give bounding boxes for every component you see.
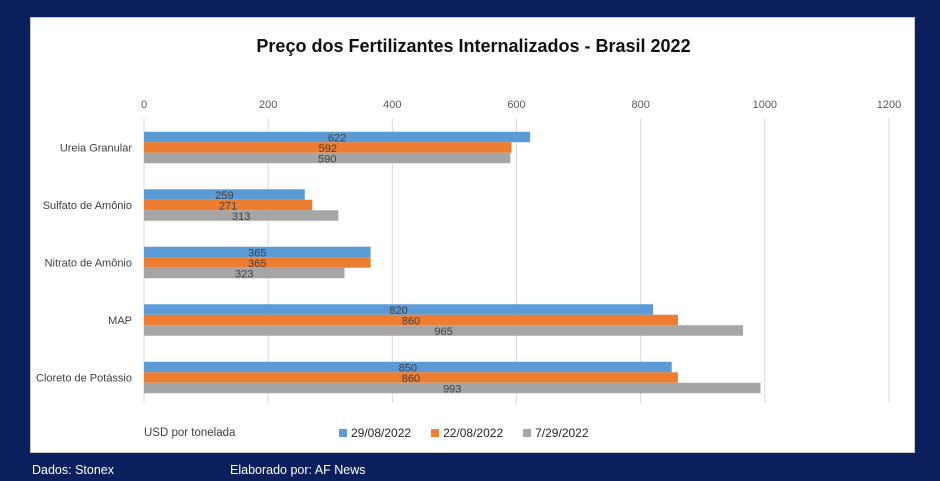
x-tick-label: 600 <box>507 99 525 111</box>
bar <box>144 372 678 383</box>
bar <box>144 199 313 211</box>
data-label: 622 <box>328 132 346 144</box>
x-tick-label: 1000 <box>753 99 777 111</box>
category-label: MAP <box>108 315 132 327</box>
x-tick-label: 0 <box>141 99 147 111</box>
bar-chart: 0 200 400 600 800 1000 1200 Ureia Granular Sulfa… <box>36 99 901 403</box>
legend-item: 22/08/2022 <box>431 426 503 440</box>
data-label: 259 <box>215 190 233 202</box>
bar <box>144 142 512 153</box>
legend-label: 29/08/2022 <box>351 426 412 440</box>
bar <box>144 246 371 258</box>
bar <box>144 189 305 200</box>
data-source-note: Dados: Stonex <box>32 463 114 477</box>
data-label: 860 <box>402 373 420 385</box>
data-label: 850 <box>399 362 417 374</box>
x-tick-label: 200 <box>259 99 277 111</box>
data-label: 993 <box>443 383 461 395</box>
chart-title: Preço dos Fertilizantes Internalizados -… <box>256 36 691 56</box>
data-label: 323 <box>235 268 253 280</box>
bar <box>144 361 672 373</box>
bar <box>144 382 761 394</box>
bar <box>144 314 678 326</box>
category-label: Sulfato de Amônio <box>43 200 132 212</box>
legend-item: 29/08/2022 <box>339 426 411 440</box>
data-label: 365 <box>248 258 266 270</box>
legend-swatch <box>431 429 440 437</box>
data-label: 271 <box>219 200 237 212</box>
category-label: Nitrato de Amônio <box>45 258 132 270</box>
x-tick-label: 800 <box>631 99 649 111</box>
legend-item: 7/29/2022 <box>523 426 589 440</box>
chart-legend: 29/08/2022 22/08/2022 7/29/2022 <box>339 426 589 440</box>
category-label: Ureia Granular <box>60 143 132 155</box>
legend-label: 22/08/2022 <box>443 426 504 440</box>
x-tick-label: 400 <box>383 99 401 111</box>
bar <box>144 257 371 268</box>
data-label: 860 <box>402 315 420 327</box>
data-label: 820 <box>389 305 407 317</box>
data-label: 365 <box>248 247 266 259</box>
legend-swatch <box>339 429 347 437</box>
data-label: 965 <box>434 326 452 338</box>
author-credit: Elaborado por: AF News <box>230 463 366 477</box>
bar <box>144 210 339 221</box>
category-label: Cloreto de Potássio <box>36 373 132 385</box>
x-tick-label: 1200 <box>877 99 901 111</box>
legend-swatch <box>523 429 532 437</box>
data-label: 313 <box>232 211 250 223</box>
data-label: 592 <box>319 143 337 155</box>
bar <box>144 325 744 336</box>
bar <box>144 304 654 315</box>
bar <box>144 267 345 279</box>
x-axis-unit-label: USD por tonelada <box>144 427 236 439</box>
bar <box>144 152 511 164</box>
legend-label: 7/29/2022 <box>535 426 589 440</box>
data-label: 590 <box>318 153 336 165</box>
bar <box>144 131 531 143</box>
chart-panel: Preço dos Fertilizantes Internalizados -… <box>30 17 915 453</box>
